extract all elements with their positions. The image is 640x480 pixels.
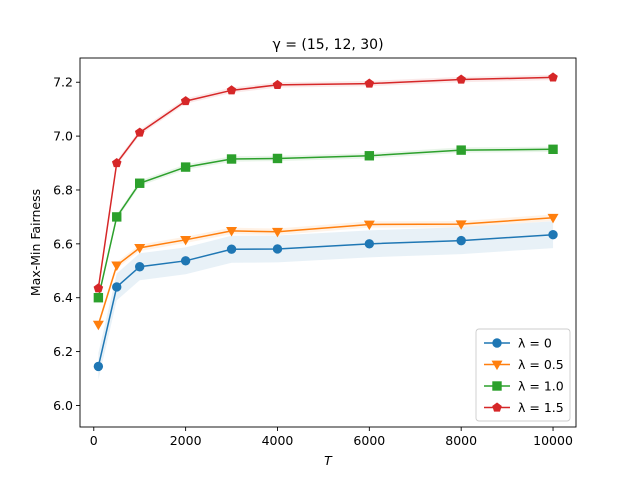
series-2-point	[272, 153, 283, 164]
legend-label: λ = 0	[518, 336, 552, 351]
series-2-point	[180, 162, 191, 172]
series-0-band	[98, 221, 554, 380]
x-tick-label: 8000	[445, 433, 477, 448]
legend: λ = 0 λ = 0.5 λ = 1.0 λ = 1.5	[475, 328, 571, 422]
x-axis-ticks: 0 2000 4000 6000 8000 10000	[90, 427, 573, 448]
series-0-point	[364, 239, 375, 249]
series-0-point	[135, 262, 145, 272]
y-tick-label: 6.2	[53, 344, 73, 359]
legend-marker	[492, 338, 502, 348]
y-tick-label: 6.6	[53, 236, 73, 251]
series-0-point	[548, 229, 558, 240]
legend-marker	[491, 360, 503, 371]
series-1-point	[226, 227, 238, 237]
x-tick-label: 2000	[170, 433, 202, 448]
legend-label: λ = 1.5	[518, 400, 564, 415]
series-2-point	[226, 154, 237, 164]
x-axis-label: T	[324, 453, 333, 468]
series-2-point	[364, 151, 375, 161]
plot-frame	[79, 57, 577, 428]
y-axis-label: Max-Min Fairness	[28, 189, 43, 296]
series-3-point	[364, 78, 375, 88]
series-0-point	[93, 361, 104, 372]
series-2-point	[456, 145, 466, 155]
series-1-point	[271, 227, 283, 238]
legend-box	[475, 328, 571, 422]
y-axis-ticks: 6.0 6.2 6.4 6.6 6.8 7.0 7.2	[53, 75, 80, 413]
legend-label: λ = 1.0	[518, 379, 564, 394]
series-1-point	[363, 220, 375, 231]
series-2-point	[93, 293, 104, 303]
series-1-point	[547, 213, 559, 224]
series-markers	[92, 72, 559, 372]
series-1-point	[92, 320, 104, 331]
y-tick-label: 7.0	[53, 129, 73, 144]
series-2-point	[112, 212, 122, 222]
chart-title: γ = (15, 12, 30)	[272, 37, 383, 53]
series-0-point	[272, 244, 283, 254]
y-tick-label: 6.0	[53, 398, 73, 413]
series-2-point	[548, 144, 558, 155]
y-tick-label: 6.4	[53, 290, 73, 305]
series-0-point	[112, 282, 122, 292]
x-tick-label: 6000	[353, 433, 385, 448]
legend-marker	[492, 402, 502, 412]
legend-label: λ = 0.5	[518, 357, 564, 372]
series-0-point	[456, 235, 466, 246]
series-1-point	[111, 261, 123, 272]
series-1-point	[134, 244, 146, 254]
series-3-point	[272, 79, 283, 90]
y-tick-label: 7.2	[53, 75, 73, 90]
series-1-point	[180, 235, 192, 246]
x-tick-label: 10000	[533, 433, 573, 448]
series-3-point	[456, 74, 466, 84]
series-3-point	[111, 158, 122, 168]
series-3-point	[93, 283, 104, 293]
x-tick-label: 0	[90, 433, 98, 448]
series-0-point	[226, 244, 237, 254]
series-0-point	[180, 256, 191, 266]
series-3-point	[548, 72, 558, 82]
series-3-point	[226, 85, 237, 95]
legend-marker	[492, 381, 502, 391]
confidence-bands	[98, 74, 554, 380]
series-2-point	[135, 178, 145, 188]
series-3-point	[180, 96, 191, 106]
y-tick-label: 6.8	[53, 182, 73, 197]
series-3-point	[134, 127, 145, 137]
x-tick-label: 4000	[262, 433, 294, 448]
series-1-point	[455, 220, 467, 230]
